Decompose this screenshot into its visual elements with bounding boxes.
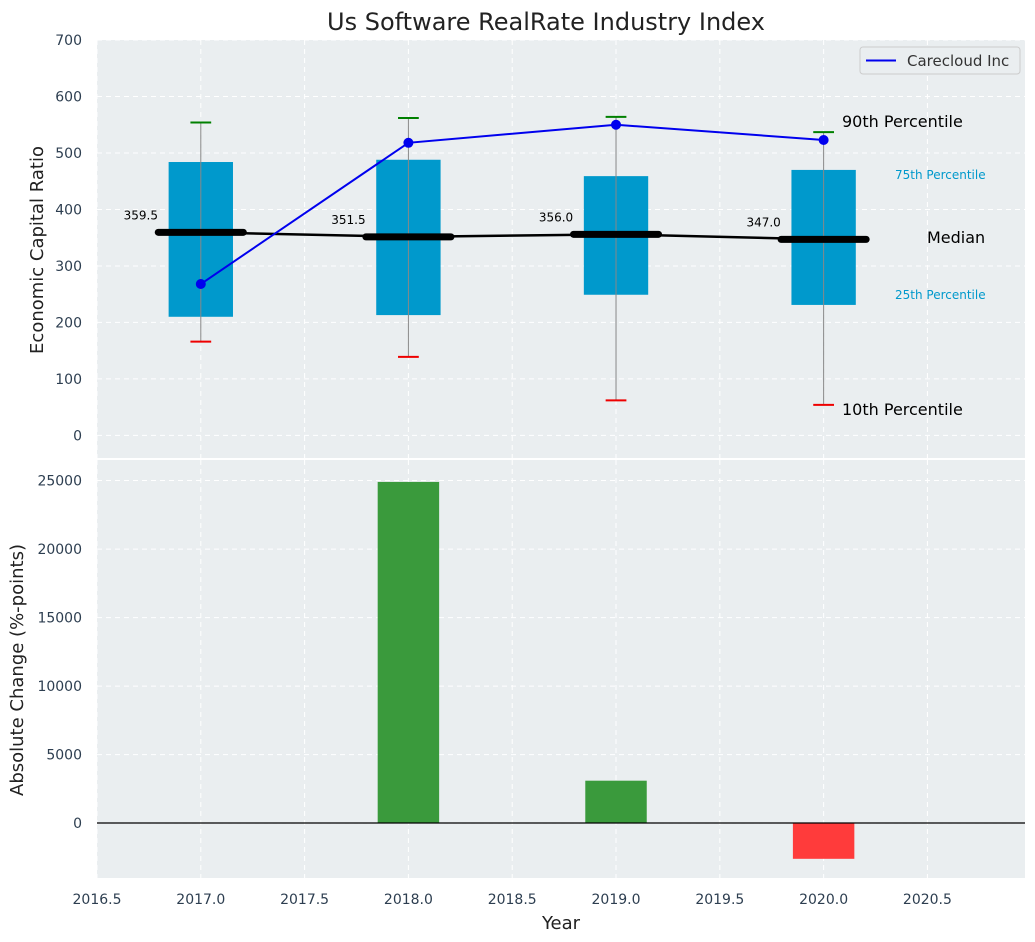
- annotation-p75: 75th Percentile: [895, 168, 986, 182]
- top-panel: 0 100 200 300 400 500 600 700 Economic Capital …: [27, 33, 1025, 458]
- annotation-p90: 90th Percentile: [842, 112, 963, 131]
- box-plot-group: 359.5 351.5 356.0 347.0: [124, 115, 870, 406]
- change-bar: [377, 481, 440, 824]
- bottom-y-tick-label: 20000: [37, 542, 82, 558]
- annotation-p10: 10th Percentile: [842, 400, 963, 419]
- top-y-tick-label: 500: [55, 146, 82, 162]
- median-value-label: 351.5: [331, 213, 365, 227]
- company-point: [611, 119, 622, 130]
- x-tick-label: 2019.5: [695, 892, 744, 908]
- annotation-median: Median: [927, 228, 985, 247]
- top-plot-background: [97, 40, 1025, 458]
- x-tick-label: 2017.5: [280, 892, 329, 908]
- company-point: [195, 279, 206, 290]
- change-bars: [377, 481, 855, 859]
- top-y-tick-label: 300: [55, 259, 82, 275]
- bottom-y-tick-labels: 0 5000 10000 15000 20000 25000: [37, 474, 82, 833]
- company-point: [403, 137, 414, 148]
- median-value-label: 356.0: [539, 210, 573, 224]
- x-tick-labels: 2016.5 2017.0 2017.5 2018.0 2018.5 2019.0 2019…: [73, 892, 952, 908]
- x-tick-label: 2019.0: [592, 892, 641, 908]
- median-value-label: 359.5: [124, 208, 158, 222]
- legend-label: Carecloud Inc: [907, 52, 1009, 70]
- top-y-tick-label: 200: [55, 315, 82, 331]
- median-value-label: 347.0: [746, 215, 780, 229]
- x-tick-label: 2020.0: [799, 892, 848, 908]
- bottom-y-axis-label: Absolute Change (%-points): [7, 544, 28, 796]
- company-line: [200, 123, 824, 285]
- top-y-tick-label: 0: [73, 428, 82, 444]
- top-y-tick-labels: 0 100 200 300 400 500 600 700: [55, 33, 82, 444]
- company-point: [818, 134, 829, 145]
- percentile-annotations: 90th Percentile 75th Percentile Median 2…: [842, 112, 986, 419]
- top-y-tick-label: 600: [55, 89, 82, 105]
- chart-title: Us Software RealRate Industry Index: [327, 8, 765, 36]
- bottom-y-tick-label: 10000: [37, 679, 82, 695]
- x-tick-label: 2018.0: [384, 892, 433, 908]
- annotation-p25: 25th Percentile: [895, 288, 986, 302]
- top-y-tick-label: 700: [55, 33, 82, 49]
- x-tick-label: 2017.0: [176, 892, 225, 908]
- bottom-plot-background: [97, 460, 1025, 878]
- x-tick-label: 2018.5: [488, 892, 537, 908]
- median-trend-line: [200, 231, 824, 241]
- bottom-y-tick-label: 5000: [46, 748, 82, 764]
- bottom-y-tick-label: 25000: [37, 474, 82, 490]
- change-bar: [792, 823, 855, 859]
- bottom-y-tick-label: 15000: [37, 611, 82, 627]
- top-y-tick-label: 100: [55, 372, 82, 388]
- legend: Carecloud Inc: [859, 46, 1021, 75]
- legend-frame: [859, 46, 1021, 75]
- change-bar: [585, 780, 647, 824]
- x-tick-label: 2020.5: [903, 892, 952, 908]
- company-series: [195, 119, 829, 290]
- x-tick-label: 2016.5: [73, 892, 122, 908]
- x-axis-label: Year: [541, 913, 581, 934]
- top-y-tick-label: 400: [55, 202, 82, 218]
- bottom-y-tick-label: 0: [73, 816, 82, 832]
- top-y-axis-label: Economic Capital Ratio: [27, 146, 48, 354]
